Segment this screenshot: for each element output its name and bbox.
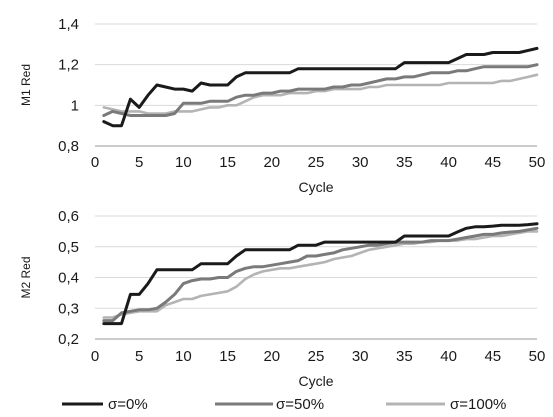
x-tick-label: 0 — [91, 348, 99, 365]
x-tick-label: 15 — [219, 348, 236, 365]
x-tick-label: 50 — [529, 348, 546, 365]
series-line-sigma-0 — [102, 46, 539, 128]
x-tick-label: 35 — [396, 348, 413, 365]
x-tick-label: 20 — [263, 348, 280, 365]
y-tick-label: 1,2 — [58, 57, 79, 74]
chart-panel-1: 0,8 1 1,2 1,4 0 5 10 15 20 25 30 35 40 45 50 Cycle M1 Re… — [19, 16, 545, 195]
x-tick-label: 10 — [175, 348, 192, 365]
y-tick-label: 0,5 — [58, 239, 79, 256]
legend-label-sigma-0: σ=0% — [108, 396, 148, 412]
y-axis-title: M2 Red — [19, 256, 33, 298]
x-tick-label: 5 — [135, 348, 143, 365]
x-axis-title: Cycle — [298, 179, 333, 195]
y-tick-label: 0,3 — [58, 300, 79, 317]
x-tick-label: 50 — [529, 154, 546, 171]
x-tick-label: 30 — [352, 154, 369, 171]
x-tick-label: 15 — [219, 154, 236, 171]
x-tick-label: 40 — [440, 154, 457, 171]
x-tick-label: 25 — [308, 154, 325, 171]
legend: σ=0% σ=50% σ=100% — [62, 396, 506, 413]
y-axis-title: M1 Red — [19, 64, 33, 106]
series-line-sigma-100 — [102, 73, 539, 115]
x-tick-label: 5 — [135, 154, 143, 171]
x-axis-title: Cycle — [298, 373, 333, 389]
legend-label-sigma-50: σ=50% — [276, 396, 324, 412]
y-tick-label: 1,4 — [58, 16, 79, 33]
series-line-sigma-100 — [102, 230, 539, 319]
y-tick-label: 0,4 — [58, 270, 79, 287]
chart-panel-2: 0,2 0,3 0,4 0,5 0,6 0 5 10 15 20 25 30 35 40 45 50 Cycle… — [19, 208, 545, 389]
x-tick-label: 10 — [175, 154, 192, 171]
y-tick-label: 1 — [71, 97, 79, 114]
x-tick-label: 45 — [484, 348, 501, 365]
y-tick-label: 0,8 — [58, 138, 79, 155]
series-line-sigma-0 — [102, 222, 539, 326]
series-line-sigma-50 — [102, 226, 539, 323]
series-line-sigma-50 — [102, 63, 539, 117]
x-tick-label: 30 — [352, 348, 369, 365]
x-tick-label: 35 — [396, 154, 413, 171]
x-tick-label: 45 — [484, 154, 501, 171]
x-tick-label: 20 — [263, 154, 280, 171]
x-tick-label: 25 — [308, 348, 325, 365]
x-tick-label: 0 — [91, 154, 99, 171]
x-tick-label: 40 — [440, 348, 457, 365]
legend-label-sigma-100: σ=100% — [450, 396, 506, 412]
y-tick-label: 0,2 — [58, 331, 79, 348]
y-tick-label: 0,6 — [58, 208, 79, 225]
